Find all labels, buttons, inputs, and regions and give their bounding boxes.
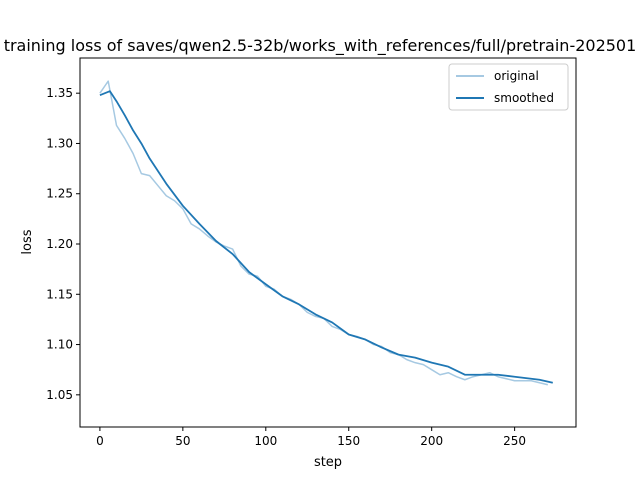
y-tick-label: 1.30 (46, 136, 73, 150)
x-tick-label: 150 (337, 434, 360, 448)
y-tick-label: 1.25 (46, 187, 73, 201)
y-axis: 1.05 1.10 1.15 1.20 1.25 1.30 1.35 (46, 86, 80, 402)
legend-label-smoothed: smoothed (494, 91, 554, 105)
y-tick-label: 1.10 (46, 338, 73, 352)
plot-area: 0 50 100 150 200 250 1.05 1.10 1.15 1.20 1.25 1.30… (46, 57, 577, 448)
x-axis: 0 50 100 150 200 250 (96, 427, 526, 448)
x-tick-label: 50 (175, 434, 190, 448)
y-axis-label: loss (20, 229, 35, 254)
y-tick-label: 1.20 (46, 237, 73, 251)
x-axis-label: step (314, 455, 342, 470)
series-layer (99, 80, 553, 386)
legend: original smoothed (448, 63, 569, 111)
series-line-smoothed (99, 90, 553, 384)
x-tick-label: 250 (503, 434, 526, 448)
x-tick-label: 0 (96, 434, 104, 448)
legend-label-original: original (494, 69, 539, 83)
y-tick-label: 1.05 (46, 388, 73, 402)
x-tick-label: 200 (420, 434, 443, 448)
x-tick-label: 100 (254, 434, 277, 448)
plot-frame (79, 57, 577, 428)
y-tick-label: 1.15 (46, 287, 73, 301)
y-tick-label: 1.35 (46, 86, 73, 100)
chart-title: training loss of saves/qwen2.5-32b/works… (4, 36, 637, 56)
